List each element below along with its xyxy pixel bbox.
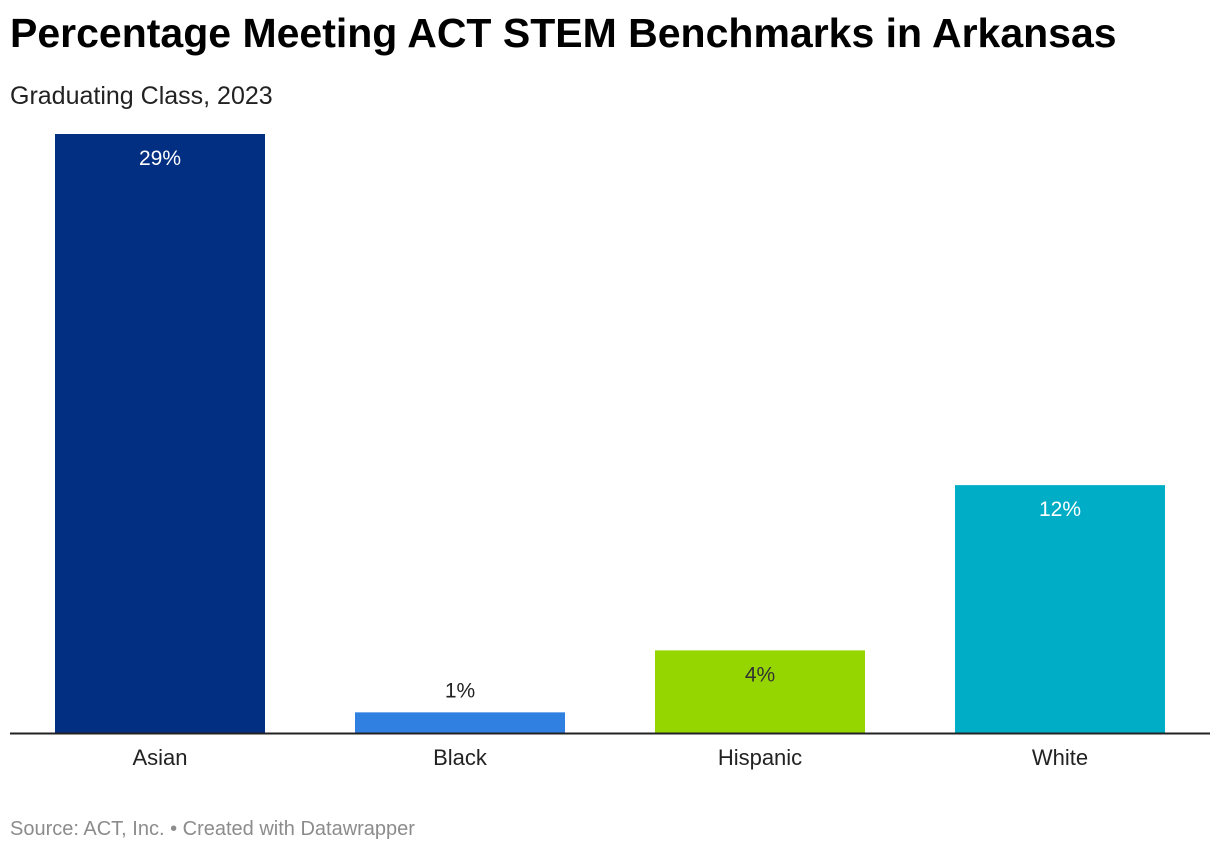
bar-black <box>355 712 565 733</box>
bar-asian <box>55 134 265 733</box>
category-label-hispanic: Hispanic <box>718 745 802 770</box>
chart-title: Percentage Meeting ACT STEM Benchmarks i… <box>10 10 1117 56</box>
bars-layer <box>55 134 1165 733</box>
value-label-black: 1% <box>445 679 475 702</box>
labels-layer: 29% Asian 1% Black 4% Hispanic 12% White <box>132 147 1088 770</box>
value-label-white: 12% <box>1039 498 1081 521</box>
category-label-white: White <box>1032 745 1088 770</box>
category-label-asian: Asian <box>132 745 187 770</box>
bar-hispanic <box>655 650 865 733</box>
bar-white <box>955 485 1165 733</box>
value-label-hispanic: 4% <box>745 663 775 686</box>
category-label-black: Black <box>433 745 488 770</box>
value-label-asian: 29% <box>139 147 181 170</box>
source-footer: Source: ACT, Inc. • Created with Datawra… <box>10 818 415 840</box>
chart-subtitle: Graduating Class, 2023 <box>10 82 273 110</box>
